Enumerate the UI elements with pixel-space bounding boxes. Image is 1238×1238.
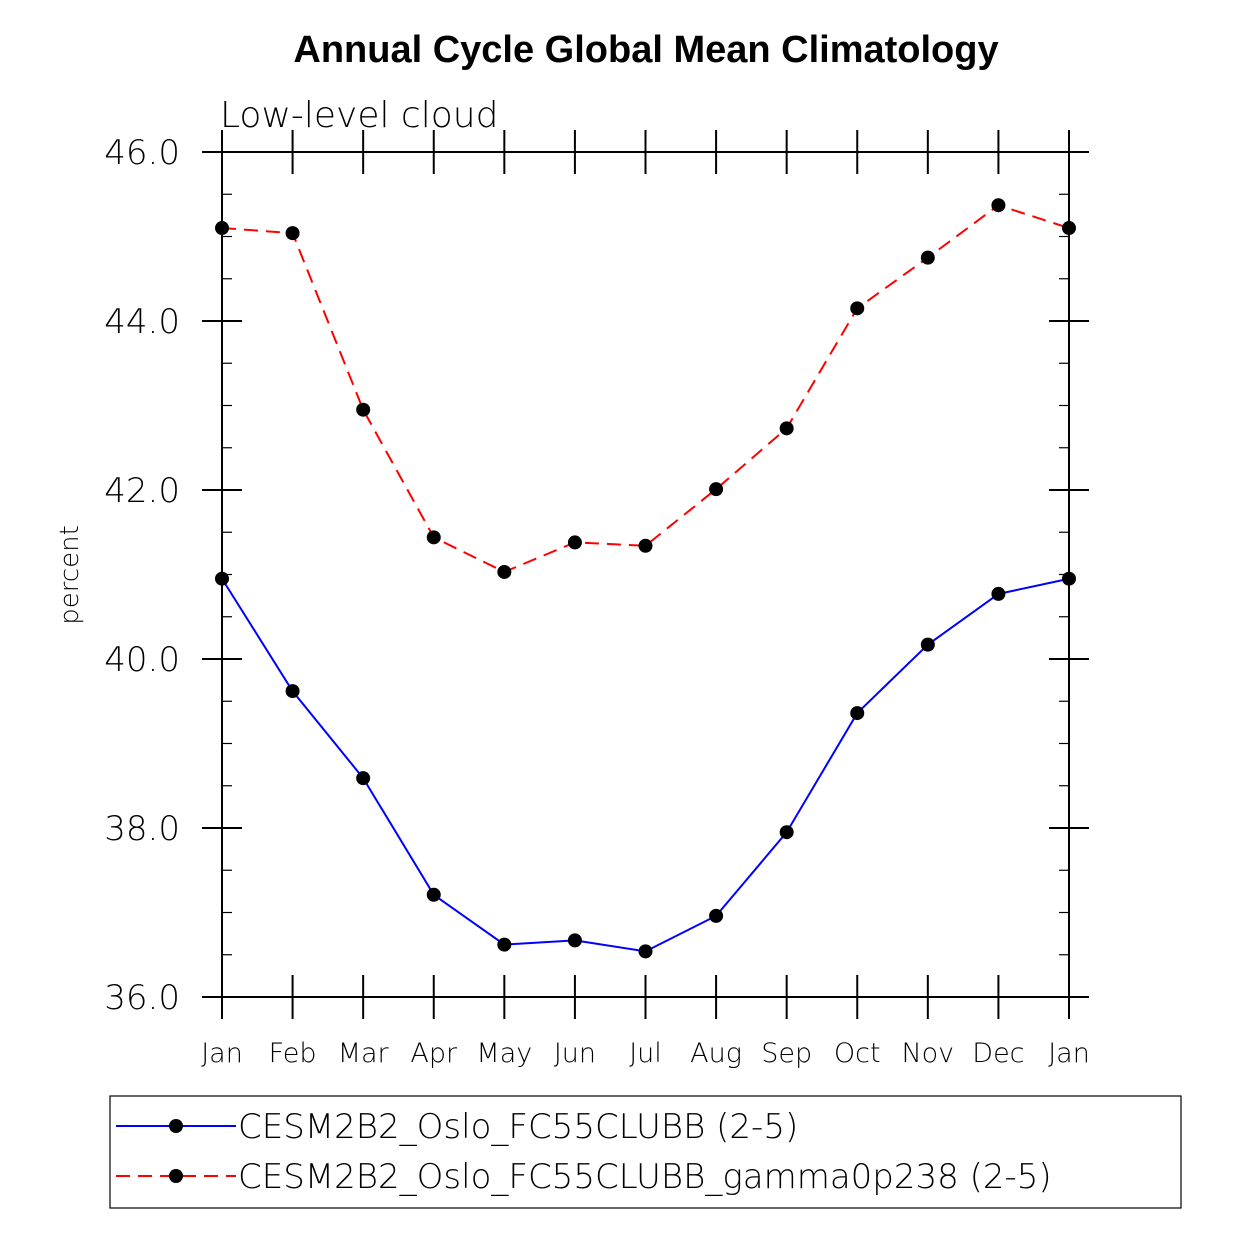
legend-label: CESM2B2_Oslo_FC55CLUBB (2-5)	[238, 1107, 798, 1147]
data-point	[920, 250, 935, 265]
data-point	[920, 637, 935, 652]
x-tick-label: Jun	[554, 1038, 596, 1069]
data-point	[497, 937, 512, 952]
data-point	[991, 586, 1006, 601]
data-point	[285, 226, 300, 241]
y-tick-label: 42.0	[104, 471, 180, 511]
data-point	[426, 887, 441, 902]
data-point	[356, 771, 371, 786]
data-point	[779, 421, 794, 436]
data-point	[850, 301, 865, 316]
data-point	[850, 706, 865, 721]
data-point	[638, 944, 653, 959]
y-tick-label: 44.0	[104, 302, 180, 342]
chart-title: Annual Cycle Global Mean Climatology	[293, 29, 998, 71]
data-point	[1062, 571, 1076, 586]
y-tick-label: 40.0	[104, 640, 180, 680]
data-point	[1062, 221, 1076, 236]
x-tick-label: Jan	[1048, 1038, 1090, 1069]
x-tick-label: Feb	[269, 1038, 317, 1069]
series-line-1	[221, 204, 1070, 574]
data-point	[709, 482, 724, 497]
x-tick-label: May	[476, 1038, 532, 1069]
x-tick-label: Mar	[338, 1038, 390, 1069]
data-point	[779, 825, 794, 840]
y-tick-label: 46.0	[104, 133, 180, 173]
legend-marker	[169, 1169, 183, 1183]
data-point	[497, 564, 512, 579]
x-tick-label: Dec	[972, 1038, 1024, 1069]
data-point	[567, 933, 582, 948]
data-point	[567, 535, 582, 550]
data-point	[285, 684, 300, 699]
chart-subtitle: Low-level cloud	[220, 95, 498, 136]
data-point	[215, 571, 229, 586]
x-tick-label: Oct	[834, 1038, 881, 1069]
data-point	[991, 198, 1006, 213]
plot-frame	[221, 151, 1070, 998]
x-tick-label: Aug	[690, 1038, 742, 1069]
data-point	[356, 402, 371, 417]
x-tick-label: Jul	[629, 1038, 662, 1069]
legend-label: CESM2B2_Oslo_FC55CLUBB_gamma0p238 (2-5)	[238, 1157, 1052, 1197]
x-tick-label: Nov	[901, 1038, 954, 1069]
series-line-0	[221, 577, 1070, 953]
data-point	[638, 538, 653, 553]
y-tick-label: 38.0	[104, 809, 180, 849]
legend-box	[109, 1095, 1182, 1209]
x-tick-label: Jan	[201, 1038, 243, 1069]
x-tick-label: Sep	[761, 1038, 812, 1069]
y-tick-label: 36.0	[104, 978, 180, 1018]
legend-marker	[169, 1119, 183, 1133]
x-tick-label: Apr	[410, 1038, 458, 1069]
data-point	[426, 530, 441, 545]
data-point	[215, 221, 229, 236]
data-point	[709, 908, 724, 923]
y-axis-label: percent	[55, 525, 85, 625]
